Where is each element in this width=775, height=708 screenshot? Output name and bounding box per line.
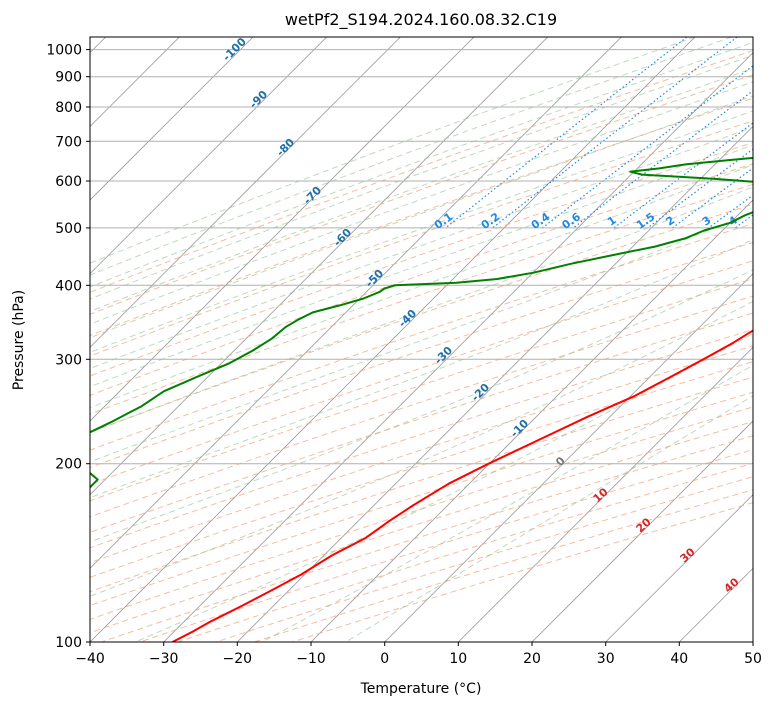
isotherm-line (605, 494, 753, 642)
x-tick-label: −30 (149, 651, 179, 667)
y-tick-label: 1000 (46, 43, 82, 59)
mixing-ratio-line (445, 37, 688, 229)
isotherm-line (90, 37, 475, 422)
x-tick-label: 0 (380, 651, 389, 667)
isotherm-line (90, 37, 622, 569)
dry-adiabat-line (90, 391, 753, 607)
moist-adiabat-line (261, 364, 753, 642)
y-tick-label: 500 (55, 221, 82, 237)
isotherm-line (90, 37, 328, 275)
plot-frame (89, 36, 754, 643)
moist-adiabat-line (90, 164, 753, 409)
moist-adiabat-line (90, 37, 696, 264)
y-axis-label: Pressure (hPa) (11, 290, 27, 390)
dry-adiabat-line (90, 74, 753, 315)
profile-series (90, 156, 753, 642)
isotherm-line (236, 125, 753, 642)
mixing-ratio-line (542, 65, 753, 229)
isotherm-line (384, 273, 753, 642)
moist-adiabat-line (135, 332, 753, 642)
x-tick-label: −40 (75, 651, 105, 667)
x-tick-label: 20 (523, 651, 541, 667)
moist-adiabat-line (90, 110, 753, 353)
moist-adiabat-line (90, 37, 732, 276)
moist-adiabat-line (90, 211, 753, 463)
y-tick-label: 800 (55, 100, 82, 116)
x-tick-label: 40 (670, 651, 688, 667)
dry-adiabat-line (90, 278, 753, 502)
x-tick-label: 10 (449, 651, 467, 667)
moist-adiabat-line (90, 41, 753, 288)
isotherm-line (531, 420, 753, 642)
dry-adiabat-line (90, 183, 753, 415)
dry-adiabat-line (90, 295, 753, 518)
x-tick-label: 30 (597, 651, 615, 667)
moist-adiabat-line (90, 54, 753, 300)
moist-adiabat-line (90, 95, 753, 339)
x-axis-label: Temperature (°C) (360, 681, 482, 697)
moist-adiabat-line (90, 126, 753, 370)
isotherm-line (163, 52, 753, 642)
y-tick-label: 200 (55, 457, 82, 473)
moist-adiabat-line (90, 186, 753, 433)
moist-adiabat-line (90, 81, 753, 325)
y-tick-label: 600 (55, 174, 82, 190)
dry-adiabat-line (90, 97, 753, 337)
temperature-profile-line (172, 329, 753, 642)
dry-adiabat-line (90, 241, 753, 469)
mixing-ratio-line (613, 122, 753, 229)
y-tick-label: 700 (55, 134, 82, 150)
isotherm-line (310, 199, 753, 642)
y-tick-label: 100 (55, 635, 82, 651)
x-tick-label: −20 (223, 651, 253, 667)
mixing-ratio-line (492, 37, 738, 229)
y-tick-label: 300 (55, 352, 82, 368)
isotherm-line (90, 37, 401, 348)
isotherm-line (90, 37, 254, 201)
y-tick-label: 900 (55, 70, 82, 86)
pressure-gridlines (90, 49, 753, 642)
dewpoint-profile-line (90, 156, 753, 489)
x-tick-label: 50 (744, 651, 762, 667)
dry-adiabat-line (90, 329, 753, 549)
y-tick-label: 400 (55, 278, 82, 294)
isotherm-line (457, 346, 753, 642)
x-tick-label: −10 (296, 651, 326, 667)
chart-title: wetPf2_S194.2024.160.08.32.C19 (285, 10, 557, 30)
